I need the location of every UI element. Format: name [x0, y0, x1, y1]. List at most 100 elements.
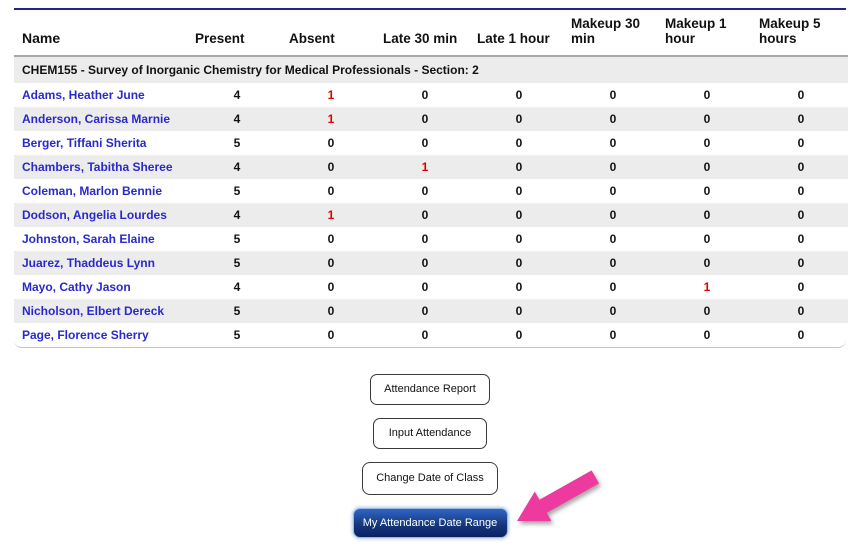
my-attendance-date-range-button[interactable]: My Attendance Date Range — [352, 508, 508, 538]
attendance-value: 0 — [378, 107, 472, 132]
attendance-value: 0 — [327, 136, 335, 151]
student-name-link[interactable]: Coleman, Marlon Bennie — [22, 184, 163, 199]
attendance-value: 0 — [472, 251, 566, 276]
attendance-value: 0 — [566, 155, 660, 180]
student-name-cell: Nicholson, Elbert Dereck — [14, 299, 190, 324]
attendance-value: 0 — [378, 251, 472, 276]
action-button-stack: Attendance Report Input Attendance Chang… — [0, 374, 860, 538]
attendance-value: 0 — [327, 280, 335, 295]
attendance-value: 5 — [233, 136, 241, 151]
attendance-value: 5 — [233, 232, 241, 247]
column-header-makeup-1-hour: Makeup 1 hour — [660, 10, 754, 58]
course-section-title: CHEM155 - Survey of Inorganic Chemistry … — [14, 56, 848, 84]
table-row: Juarez, Thaddeus Lynn 5 0 0 0 0 0 0 — [14, 251, 848, 276]
attendance-value: 0 — [754, 155, 848, 180]
attendance-value: 0 — [797, 328, 805, 343]
attendance-value: 5 — [190, 251, 284, 276]
attendance-value: 0 — [515, 328, 523, 343]
attendance-value: 0 — [378, 299, 472, 324]
attendance-value: 0 — [327, 184, 335, 199]
attendance-value: 0 — [754, 251, 848, 276]
student-name-cell: Juarez, Thaddeus Lynn — [14, 251, 190, 276]
student-name-cell: Coleman, Marlon Bennie — [14, 179, 190, 203]
change-date-of-class-button[interactable]: Change Date of Class — [362, 462, 498, 495]
attendance-value: 0 — [660, 107, 754, 132]
table-row: Page, Florence Sherry 5 0 0 0 0 0 0 — [14, 323, 848, 347]
attendance-value: 0 — [797, 280, 805, 295]
student-name-link[interactable]: Mayo, Cathy Jason — [22, 280, 131, 295]
table-row: Berger, Tiffani Sherita 5 0 0 0 0 0 0 — [14, 131, 848, 155]
table-row: Anderson, Carissa Marnie 4 1 0 0 0 0 0 — [14, 107, 848, 132]
table-row: Adams, Heather June 4 1 0 0 0 0 0 — [14, 83, 848, 107]
attendance-value: 0 — [515, 88, 523, 103]
student-name-cell: Chambers, Tabitha Sheree — [14, 155, 190, 180]
student-name-link[interactable]: Chambers, Tabitha Sheree — [22, 160, 173, 175]
student-name-link[interactable]: Berger, Tiffani Sherita — [22, 136, 147, 151]
student-name-cell: Johnston, Sarah Elaine — [14, 227, 190, 251]
student-name-link[interactable]: Adams, Heather June — [22, 88, 145, 103]
table-row: Dodson, Angelia Lourdes 4 1 0 0 0 0 0 — [14, 203, 848, 228]
attendance-value: 0 — [660, 299, 754, 324]
table-row: Coleman, Marlon Bennie 5 0 0 0 0 0 0 — [14, 179, 848, 203]
column-header-late-30-min: Late 30 min — [378, 10, 472, 58]
attendance-value: 0 — [515, 280, 523, 295]
table-row: Mayo, Cathy Jason 4 0 0 0 0 1 0 — [14, 275, 848, 299]
column-header-makeup-30-min: Makeup 30 min — [566, 10, 660, 58]
attendance-value: 0 — [797, 232, 805, 247]
attendance-value: 0 — [327, 232, 335, 247]
attendance-table: Name Present Absent Late 30 min Late 1 hour M… — [14, 8, 848, 349]
student-name-link[interactable]: Juarez, Thaddeus Lynn — [22, 256, 155, 271]
attendance-value: 0 — [609, 136, 617, 151]
attendance-value: 0 — [421, 280, 429, 295]
attendance-value: 0 — [703, 88, 711, 103]
attendance-value: 0 — [609, 232, 617, 247]
attendance-value: 4 — [233, 88, 241, 103]
attendance-value: 0 — [472, 107, 566, 132]
attendance-value: 0 — [703, 184, 711, 199]
column-header-makeup-5-hours: Makeup 5 hours — [754, 10, 848, 58]
student-name-link[interactable]: Page, Florence Sherry — [22, 328, 149, 343]
attendance-value: 1 — [378, 155, 472, 180]
attendance-value: 0 — [284, 299, 378, 324]
input-attendance-button[interactable]: Input Attendance — [373, 418, 487, 449]
attendance-value: 0 — [515, 232, 523, 247]
attendance-value: 0 — [421, 184, 429, 199]
attendance-value: 4 — [190, 203, 284, 228]
attendance-value: 0 — [609, 328, 617, 343]
attendance-value: 0 — [566, 251, 660, 276]
attendance-value: 0 — [797, 136, 805, 151]
attendance-value: 0 — [703, 328, 711, 343]
attendance-value: 0 — [327, 328, 335, 343]
attendance-value: 0 — [660, 155, 754, 180]
attendance-value: 0 — [421, 136, 429, 151]
attendance-value: 0 — [754, 203, 848, 228]
attendance-report-button[interactable]: Attendance Report — [370, 374, 490, 405]
column-header-absent: Absent — [284, 10, 378, 58]
student-name-link[interactable]: Johnston, Sarah Elaine — [22, 232, 155, 247]
column-header-name: Name — [14, 10, 190, 58]
student-name-cell: Adams, Heather June — [14, 83, 190, 107]
student-name-cell: Mayo, Cathy Jason — [14, 275, 190, 299]
student-name-cell: Berger, Tiffani Sherita — [14, 131, 190, 155]
attendance-value: 0 — [515, 136, 523, 151]
attendance-value: 0 — [284, 251, 378, 276]
attendance-value: 0 — [421, 88, 429, 103]
attendance-value: 5 — [233, 184, 241, 199]
attendance-value: 0 — [421, 328, 429, 343]
attendance-value: 1 — [327, 88, 335, 103]
student-name-link[interactable]: Dodson, Angelia Lourdes — [22, 208, 167, 223]
attendance-value: 0 — [566, 203, 660, 228]
attendance-value: 0 — [566, 299, 660, 324]
attendance-value: 0 — [609, 280, 617, 295]
student-name-cell: Anderson, Carissa Marnie — [14, 107, 190, 132]
student-name-link[interactable]: Anderson, Carissa Marnie — [22, 112, 171, 127]
attendance-value: 4 — [190, 107, 284, 132]
attendance-value: 0 — [566, 107, 660, 132]
attendance-value: 0 — [609, 184, 617, 199]
table-row: Johnston, Sarah Elaine 5 0 0 0 0 0 0 — [14, 227, 848, 251]
attendance-value: 0 — [754, 299, 848, 324]
attendance-value: 0 — [421, 232, 429, 247]
student-name-link[interactable]: Nicholson, Elbert Dereck — [22, 304, 165, 319]
student-name-cell: Page, Florence Sherry — [14, 323, 190, 347]
